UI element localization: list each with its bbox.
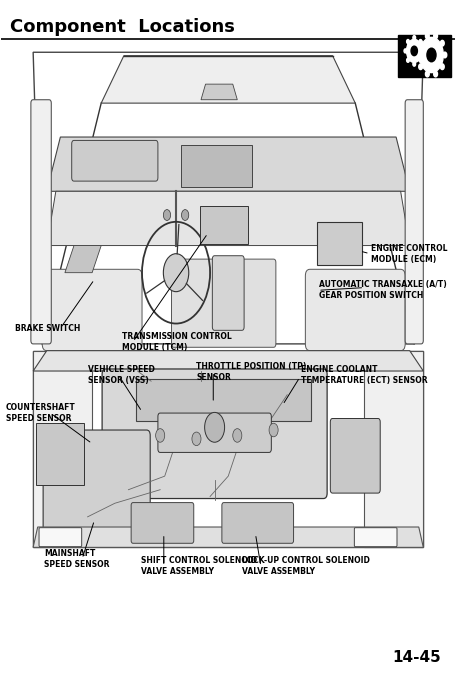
FancyBboxPatch shape — [212, 256, 244, 330]
Circle shape — [419, 39, 422, 44]
Polygon shape — [33, 527, 423, 548]
FancyBboxPatch shape — [355, 528, 397, 547]
FancyBboxPatch shape — [36, 424, 84, 485]
Circle shape — [419, 58, 422, 62]
Circle shape — [426, 33, 429, 39]
Circle shape — [182, 210, 189, 221]
Circle shape — [407, 39, 422, 63]
Polygon shape — [47, 191, 410, 246]
Circle shape — [426, 71, 429, 77]
FancyBboxPatch shape — [305, 269, 405, 351]
Polygon shape — [33, 351, 423, 548]
Polygon shape — [65, 246, 101, 272]
Text: 14-45: 14-45 — [392, 650, 441, 665]
FancyBboxPatch shape — [102, 369, 327, 498]
FancyBboxPatch shape — [158, 413, 271, 452]
Polygon shape — [201, 84, 237, 99]
FancyBboxPatch shape — [182, 145, 252, 187]
Circle shape — [434, 33, 438, 39]
Polygon shape — [47, 137, 410, 191]
Circle shape — [233, 428, 242, 442]
Circle shape — [419, 37, 443, 73]
Circle shape — [407, 58, 410, 62]
Circle shape — [434, 71, 438, 77]
Polygon shape — [33, 351, 423, 371]
Circle shape — [427, 48, 436, 62]
Circle shape — [413, 35, 416, 39]
Circle shape — [440, 64, 444, 69]
Text: THROTTLE POSITION (TP)
SENSOR: THROTTLE POSITION (TP) SENSOR — [196, 362, 307, 382]
Circle shape — [269, 424, 278, 437]
Circle shape — [404, 49, 407, 53]
Text: TRANSMISSION CONTROL
MODULE (TCM): TRANSMISSION CONTROL MODULE (TCM) — [122, 332, 231, 352]
Text: Component  Locations: Component Locations — [10, 18, 235, 36]
FancyBboxPatch shape — [72, 140, 158, 181]
Text: BRAKE SWITCH: BRAKE SWITCH — [15, 323, 81, 333]
Text: ENGINE CONTROL
MODULE (ECM): ENGINE CONTROL MODULE (ECM) — [371, 244, 447, 264]
FancyBboxPatch shape — [405, 99, 423, 344]
FancyBboxPatch shape — [131, 503, 194, 543]
Circle shape — [411, 46, 418, 56]
FancyBboxPatch shape — [330, 419, 380, 493]
Polygon shape — [101, 56, 355, 103]
FancyBboxPatch shape — [136, 379, 311, 421]
Polygon shape — [33, 52, 423, 344]
Circle shape — [419, 64, 422, 69]
FancyBboxPatch shape — [43, 430, 150, 546]
FancyBboxPatch shape — [200, 206, 248, 244]
Text: LOCK-UP CONTROL SOLENOID
VALVE ASSEMBLY: LOCK-UP CONTROL SOLENOID VALVE ASSEMBLY — [242, 556, 370, 576]
Circle shape — [164, 254, 189, 291]
FancyBboxPatch shape — [398, 35, 450, 78]
Circle shape — [155, 428, 164, 442]
Circle shape — [192, 432, 201, 445]
Circle shape — [443, 52, 447, 58]
Polygon shape — [365, 351, 423, 548]
Circle shape — [407, 39, 410, 44]
Text: SHIFT CONTROL SOLENOID
VALVE ASSEMBLY: SHIFT CONTROL SOLENOID VALVE ASSEMBLY — [141, 556, 257, 576]
Circle shape — [419, 40, 422, 46]
FancyBboxPatch shape — [42, 269, 142, 351]
Text: VEHICLE SPEED
SENSOR (VSS): VEHICLE SPEED SENSOR (VSS) — [88, 365, 155, 385]
FancyBboxPatch shape — [222, 503, 293, 543]
Text: ENGINE COOLANT
TEMPERATURE (ECT) SENSOR: ENGINE COOLANT TEMPERATURE (ECT) SENSOR — [301, 365, 428, 385]
Text: AUTOMATIC TRANSAXLE (A/T)
GEAR POSITION SWITCH: AUTOMATIC TRANSAXLE (A/T) GEAR POSITION … — [319, 281, 447, 300]
FancyBboxPatch shape — [39, 528, 82, 547]
Polygon shape — [33, 351, 92, 548]
Text: MAINSHAFT
SPEED SENSOR: MAINSHAFT SPEED SENSOR — [45, 549, 110, 569]
FancyBboxPatch shape — [31, 99, 51, 344]
Circle shape — [164, 210, 171, 221]
Circle shape — [440, 40, 444, 46]
Text: COUNTERSHAFT
SPEED SENSOR: COUNTERSHAFT SPEED SENSOR — [6, 403, 76, 423]
Circle shape — [422, 49, 424, 53]
Circle shape — [205, 413, 225, 442]
Circle shape — [416, 52, 420, 58]
FancyBboxPatch shape — [317, 223, 362, 265]
FancyBboxPatch shape — [172, 259, 276, 347]
Circle shape — [413, 62, 416, 66]
